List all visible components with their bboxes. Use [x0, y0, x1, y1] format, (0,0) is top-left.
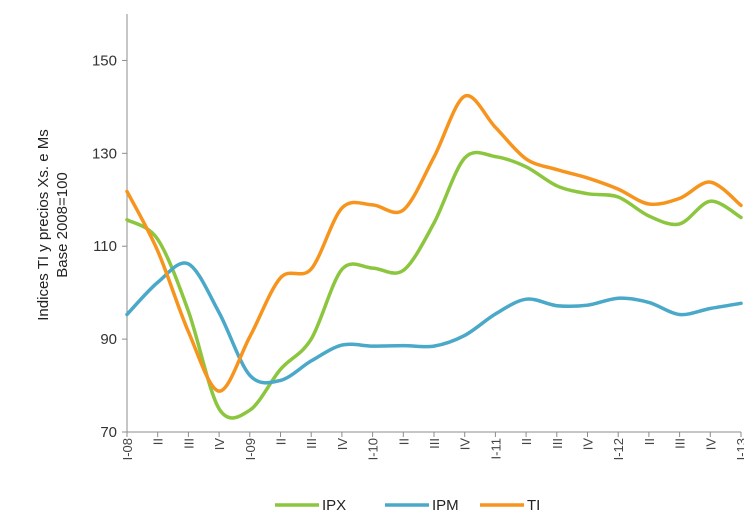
x-tick-label: III	[304, 438, 319, 449]
y-axis-title-line-1: Indices TI y precios Xs. e Ms	[35, 129, 52, 320]
y-tick-label: 110	[93, 238, 117, 255]
x-tick-label: I-10	[366, 438, 381, 460]
x-ticks: I-08 II III IV I-09 II III IV I-10 II III IV I-11 II I…	[120, 432, 744, 460]
x-tick-label: IV	[703, 438, 718, 451]
x-tick-label: II	[274, 438, 289, 445]
x-tick-label: II	[519, 438, 534, 445]
y-axis-title: Indices TI y precios Xs. e Ms Base 2008=…	[35, 129, 71, 320]
y-tick-label: 90	[100, 331, 117, 348]
x-tick-label: I-11	[488, 438, 503, 459]
series-line-ipm	[125, 261, 743, 385]
x-tick-label: IV	[581, 438, 596, 451]
x-tick-label: II	[151, 438, 166, 445]
y-tick-label: 150	[92, 52, 117, 69]
series-line-ipx	[125, 150, 743, 420]
legend-label-ipx: IPX	[322, 497, 346, 514]
x-tick-label: III	[550, 438, 565, 449]
series-lines	[125, 94, 743, 420]
series-line-ti	[125, 94, 743, 393]
legend: IPX IPM TI	[275, 497, 540, 514]
y-tick-label: 130	[92, 145, 117, 162]
x-tick-label: IV	[335, 438, 350, 451]
x-tick-label: I-13	[734, 438, 744, 460]
x-tick-label: III	[673, 438, 688, 449]
y-tick-label: 70	[100, 424, 117, 441]
x-tick-label: I-12	[611, 438, 626, 460]
x-tick-label: II	[396, 438, 411, 445]
y-axis-title-line-2: Base 2008=100	[54, 172, 71, 278]
x-tick-label: II	[642, 438, 657, 445]
x-tick-label: I-08	[120, 438, 135, 460]
x-tick-label: IV	[458, 438, 473, 451]
legend-label-ipm: IPM	[432, 497, 459, 514]
x-tick-label: IV	[212, 438, 227, 451]
x-tick-label: III	[181, 438, 196, 449]
y-ticks: 70 90 110 130 150	[92, 52, 127, 441]
legend-label-ti: TI	[527, 497, 540, 514]
x-tick-label: III	[427, 438, 442, 449]
x-tick-label: I-09	[243, 438, 258, 460]
